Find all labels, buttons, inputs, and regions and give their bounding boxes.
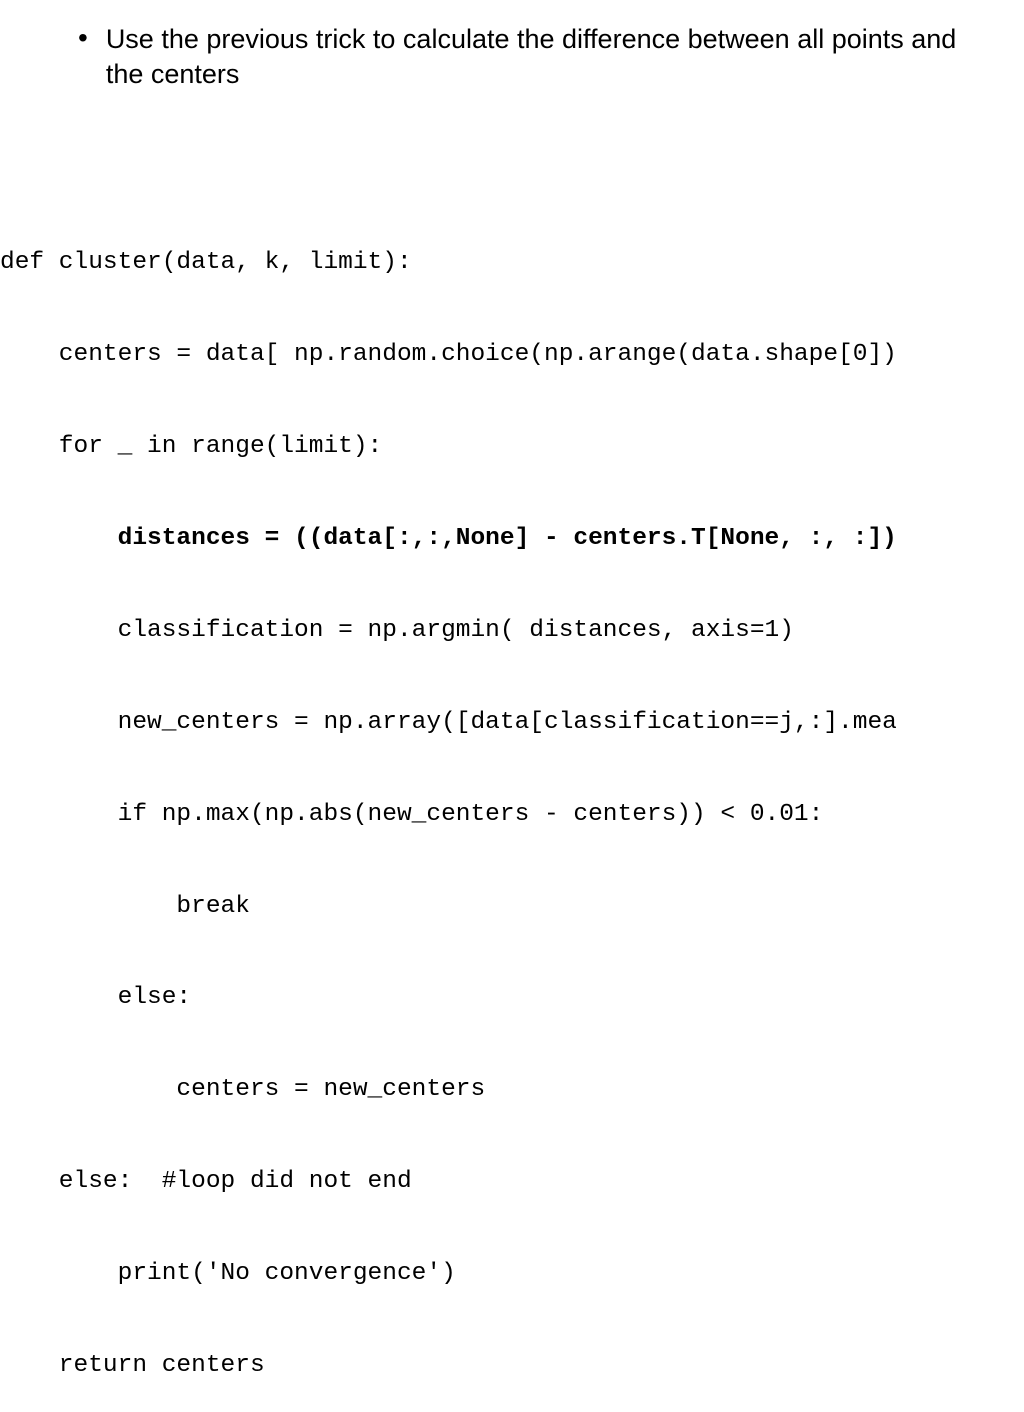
code-block: def cluster(data, k, limit): centers = d… (0, 187, 1024, 1412)
code-line-bold: distances = ((data[:,:,None] - centers.T… (0, 524, 1024, 555)
code-line: centers = new_centers (0, 1075, 1024, 1106)
code-line: if np.max(np.abs(new_centers - centers))… (0, 800, 1024, 831)
code-line: break (0, 892, 1024, 923)
bullet-section: • Use the previous trick to calculate th… (0, 0, 1024, 92)
code-line: print('No convergence') (0, 1259, 1024, 1290)
bullet-item: • Use the previous trick to calculate th… (78, 22, 994, 92)
code-line: classification = np.argmin( distances, a… (0, 616, 1024, 647)
code-line: else: #loop did not end (0, 1167, 1024, 1198)
code-line: else: (0, 983, 1024, 1014)
code-line: for _ in range(limit): (0, 432, 1024, 463)
bullet-text: Use the previous trick to calculate the … (106, 22, 994, 92)
bullet-dot-icon: • (78, 24, 88, 52)
code-line: return centers (0, 1351, 1024, 1382)
code-line: new_centers = np.array([data[classificat… (0, 708, 1024, 739)
code-line: centers = data[ np.random.choice(np.aran… (0, 340, 1024, 371)
code-line: def cluster(data, k, limit): (0, 248, 1024, 279)
